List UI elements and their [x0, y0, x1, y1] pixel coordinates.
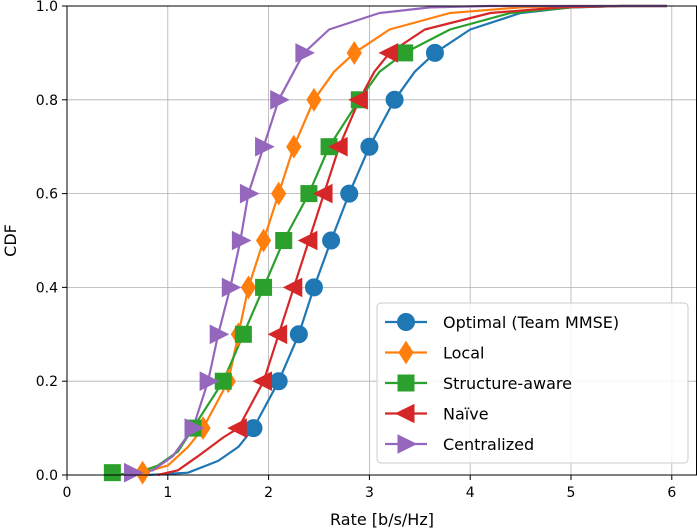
legend-marker	[394, 403, 415, 424]
x-axis-label: Rate [b/s/Hz]	[330, 510, 434, 529]
data-point-marker	[271, 181, 287, 206]
data-point-marker	[124, 462, 144, 483]
y-tick-label: 0.8	[36, 93, 58, 109]
legend-marker	[397, 313, 415, 331]
data-point-marker	[240, 275, 257, 300]
data-point-marker	[199, 371, 220, 392]
legend-label: Optimal (Team MMSE)	[443, 313, 619, 332]
y-tick-label: 0.0	[36, 468, 58, 484]
data-point-marker	[360, 137, 379, 156]
data-point-marker	[425, 43, 444, 62]
data-point-marker	[255, 228, 272, 253]
data-point-marker	[244, 419, 263, 438]
y-tick-label: 0.4	[36, 280, 58, 296]
data-point-marker	[227, 418, 247, 438]
data-point-marker	[295, 43, 315, 63]
series-markers	[103, 40, 444, 485]
data-point-marker	[306, 87, 322, 112]
data-point-marker	[103, 464, 121, 482]
legend-box	[376, 302, 689, 464]
data-point-marker	[348, 89, 368, 110]
legend-marker	[398, 340, 414, 365]
legend-label: Naïve	[443, 405, 489, 424]
data-point-marker	[346, 40, 362, 65]
data-point-marker	[209, 324, 230, 345]
y-tick-label: 0.6	[36, 187, 58, 203]
data-point-marker	[396, 44, 414, 62]
y-axis-label: CDF	[1, 224, 20, 257]
x-tick-label: 3	[365, 485, 374, 501]
legend: Optimal (Team MMSE) Local Structure-aware N…	[376, 302, 689, 464]
data-point-marker	[322, 231, 341, 250]
data-point-marker	[312, 183, 333, 204]
x-tick-label: 0	[63, 485, 72, 501]
data-point-marker	[282, 277, 303, 298]
legend-label: Centralized	[443, 435, 534, 454]
legend-marker	[397, 374, 415, 392]
data-point-marker	[239, 183, 260, 204]
data-point-marker	[234, 325, 252, 343]
x-tick-label: 2	[264, 485, 273, 501]
data-point-marker	[184, 418, 205, 438]
data-point-marker	[231, 230, 252, 251]
data-point-marker	[275, 232, 293, 249]
legend-label: Structure-aware	[443, 374, 572, 393]
y-tick-label: 0.2	[36, 374, 58, 390]
x-tick-label: 4	[466, 485, 475, 501]
axis-ticks: 0 1 2 3 4 5 6 0.0 0.2 0.4 0.6 0.8 1.0	[36, 0, 677, 501]
data-point-marker	[289, 325, 308, 344]
data-point-marker	[255, 136, 275, 157]
data-point-marker	[340, 184, 359, 203]
x-tick-label: 1	[163, 485, 172, 501]
data-point-marker	[385, 90, 404, 109]
data-point-marker	[267, 324, 288, 345]
data-point-marker	[328, 136, 348, 157]
x-tick-label: 6	[667, 485, 676, 501]
data-point-marker	[252, 371, 273, 392]
y-tick-label: 1.0	[36, 0, 58, 15]
legend-label: Local	[443, 344, 484, 363]
data-point-marker	[270, 89, 290, 110]
data-point-marker	[269, 372, 288, 391]
legend-marker	[397, 434, 418, 454]
data-point-marker	[304, 278, 323, 297]
data-point-marker	[255, 278, 273, 296]
data-point-marker	[221, 277, 242, 298]
x-tick-label: 5	[567, 485, 576, 501]
data-point-marker	[297, 230, 318, 251]
data-point-marker	[286, 134, 302, 159]
data-point-marker	[378, 43, 399, 63]
